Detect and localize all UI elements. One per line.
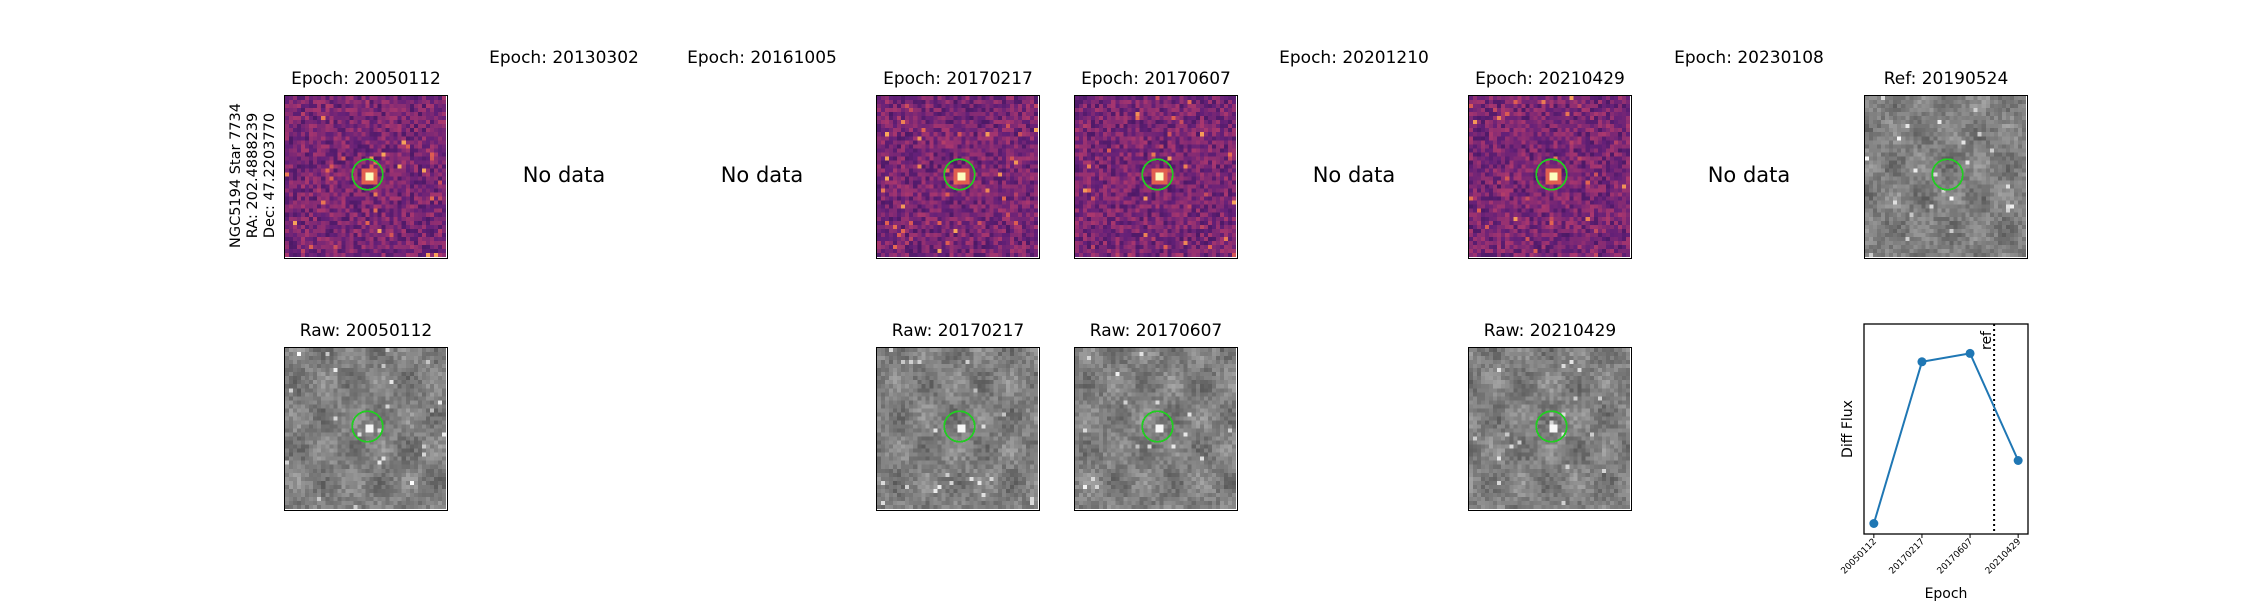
raw-panel-title: Raw: 20050112 — [246, 321, 486, 341]
diff-panel-title: Epoch: 20201210 — [1234, 48, 1474, 68]
diff-flux-point — [1869, 519, 1878, 528]
raw-panel-title: Raw: 20170607 — [1036, 321, 1276, 341]
no-data-label: No data — [642, 163, 882, 187]
diff-panel-title: Epoch: 20230108 — [1629, 48, 1869, 68]
x-tick-label: 20210429 — [1984, 537, 2024, 577]
target-ra: RA: 202.4888239 — [245, 103, 262, 248]
x-tick-label: 20170607 — [1936, 537, 1975, 576]
target-label: NGC5194 Star 7734 RA: 202.4888239 Dec: 4… — [228, 103, 279, 248]
target-dec: Dec: 47.2203770 — [262, 103, 279, 248]
diff-panel-title: Epoch: 20210429 — [1430, 69, 1670, 89]
raw-image-panel — [876, 347, 1040, 511]
raw-image-panel — [1074, 347, 1238, 511]
raw-image-panel — [1468, 347, 1632, 511]
diff-flux-point — [2014, 456, 2023, 465]
target-name: NGC5194 Star 7734 — [228, 103, 245, 248]
diff-image-panel — [284, 95, 448, 259]
no-data-label: No data — [1629, 163, 1869, 187]
reference-line-label: ref — [1979, 330, 1995, 350]
diff-panel-title: Epoch: 20050112 — [246, 69, 486, 89]
diff-image-panel — [1074, 95, 1238, 259]
diff-panel-title: Epoch: 20161005 — [642, 48, 882, 68]
x-tick-label: 20050112 — [1839, 537, 1878, 576]
raw-image-panel — [284, 347, 448, 511]
reference-image-panel — [1864, 95, 2028, 259]
reference-panel-title: Ref: 20190524 — [1826, 69, 2066, 89]
x-tick-label: 20170217 — [1888, 537, 1927, 576]
diff-flux-point — [1966, 349, 1975, 358]
diff-panel-title: Epoch: 20170607 — [1036, 69, 1276, 89]
diff-image-panel — [1468, 95, 1632, 259]
diff-flux-point — [1917, 357, 1926, 366]
diff-image-panel — [876, 95, 1040, 259]
raw-panel-title: Raw: 20210429 — [1430, 321, 1670, 341]
diff-flux-series-line — [1874, 353, 2018, 523]
no-data-label: No data — [1234, 163, 1474, 187]
y-axis-label: Diff Flux — [1840, 400, 1856, 458]
